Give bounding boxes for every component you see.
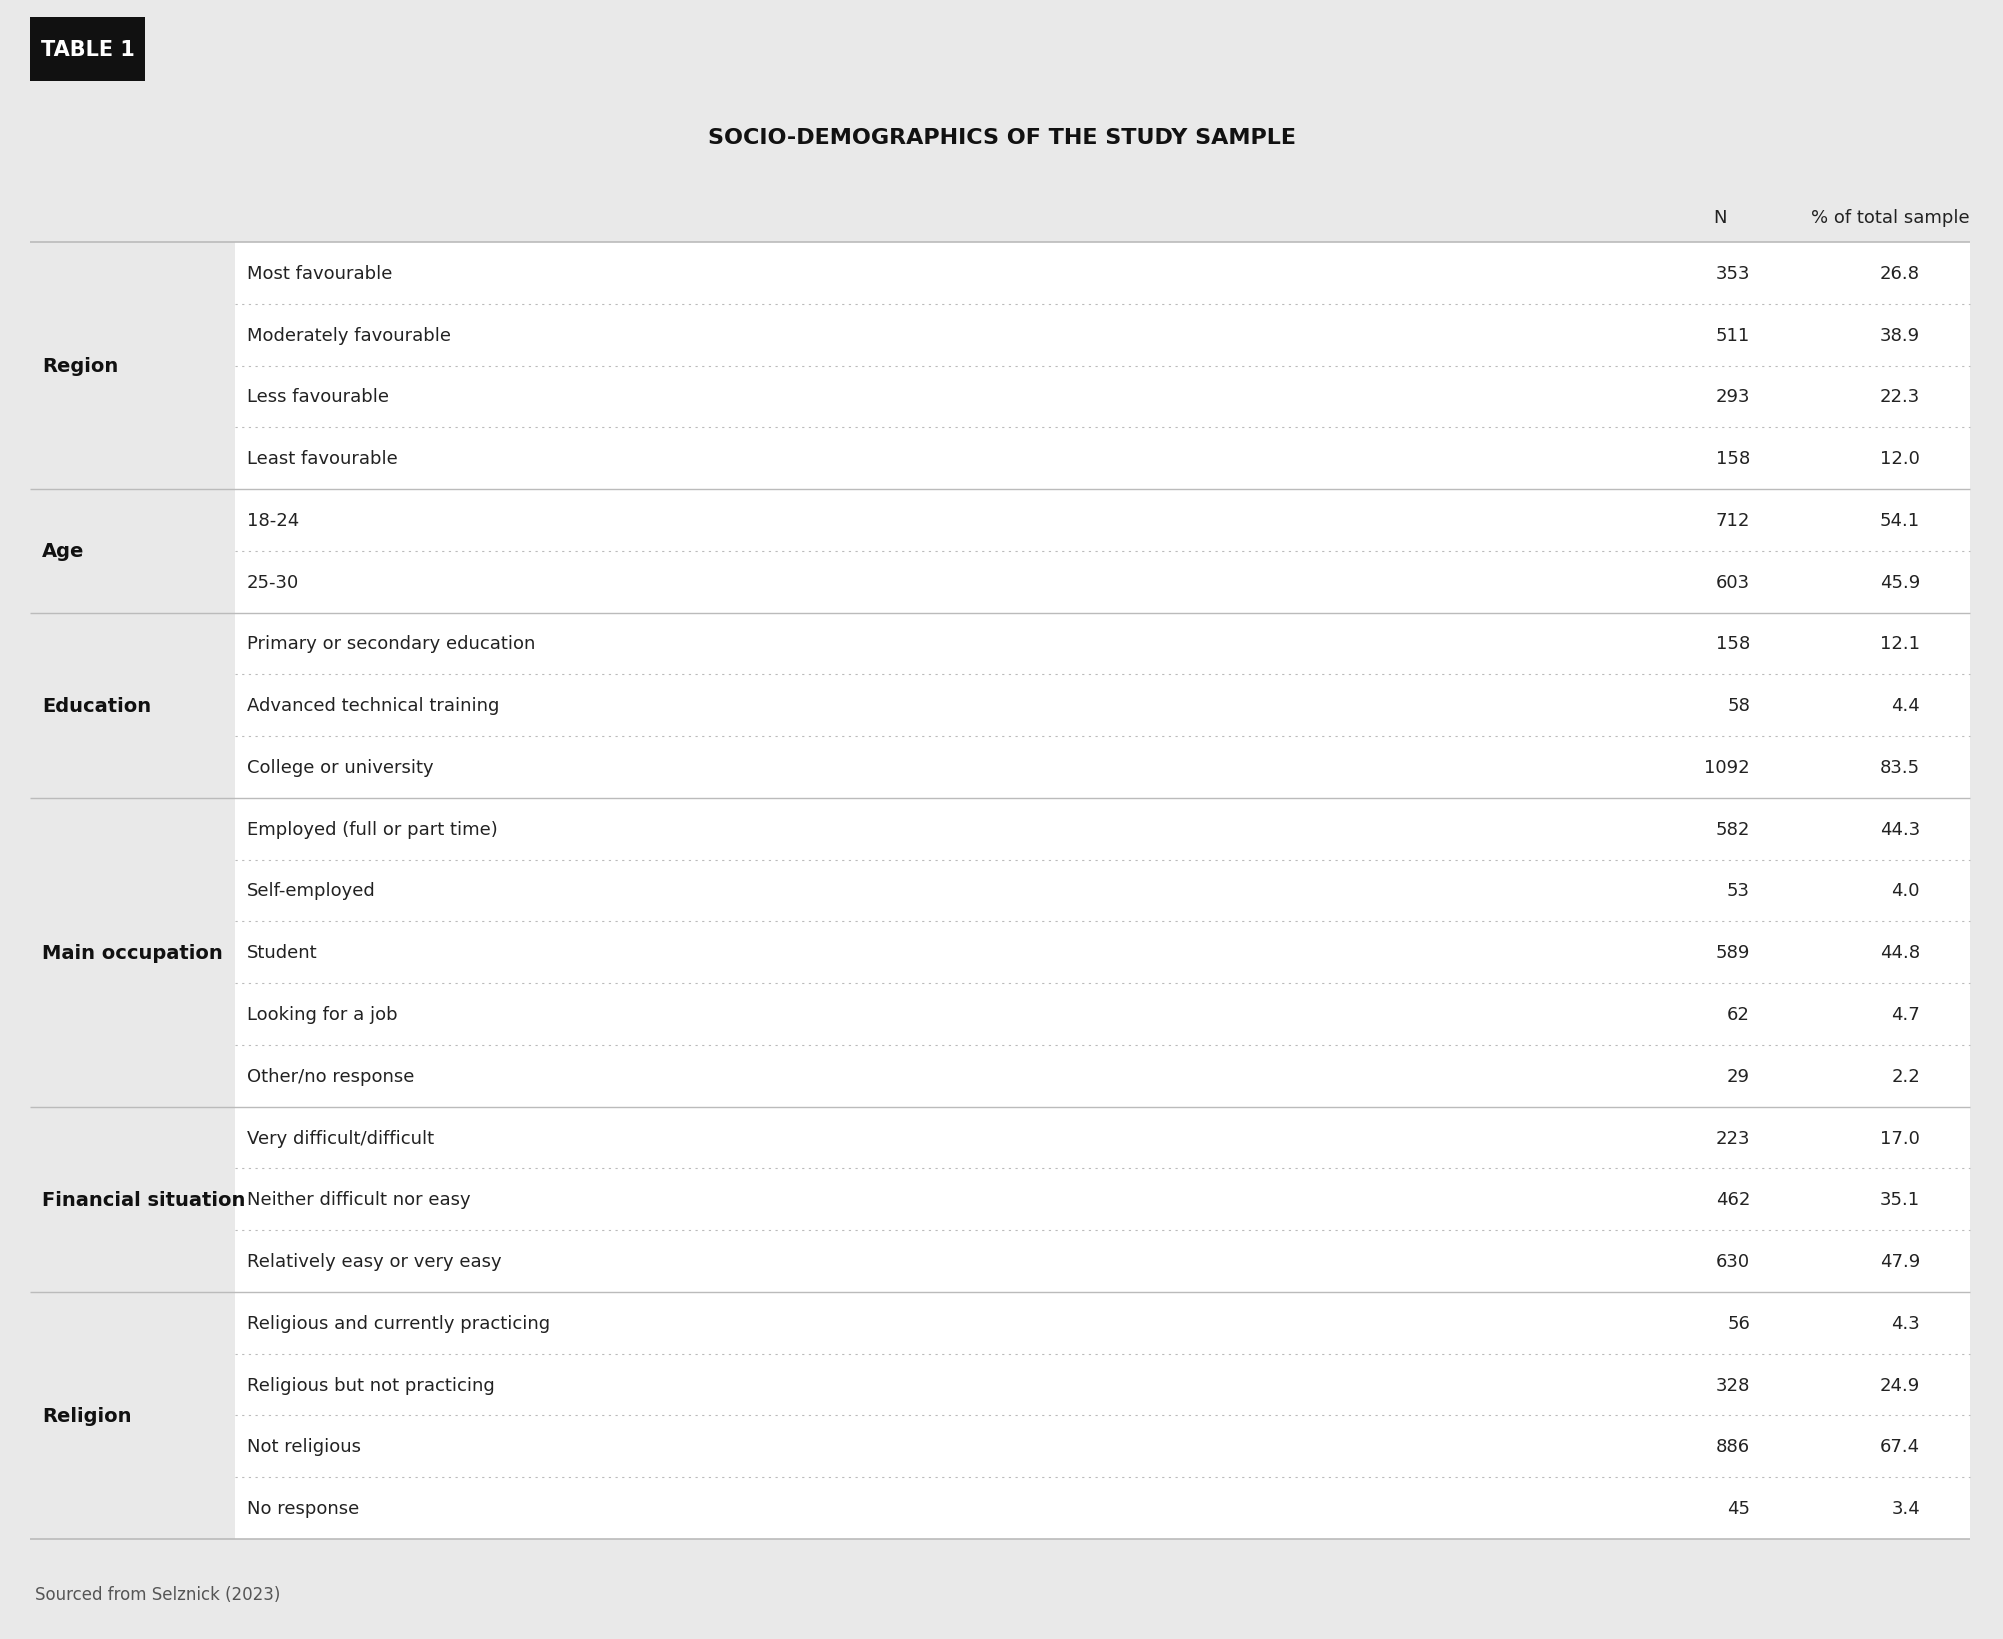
- Text: 886: 886: [1717, 1437, 1751, 1455]
- Text: Least favourable: Least favourable: [246, 449, 399, 467]
- Text: 4.4: 4.4: [1891, 697, 1921, 715]
- Text: 511: 511: [1717, 326, 1751, 344]
- Text: 2.2: 2.2: [1891, 1067, 1921, 1085]
- Bar: [30, 1292, 234, 1539]
- Text: 25-30: 25-30: [246, 574, 298, 592]
- Bar: [30, 613, 234, 798]
- Text: 1092: 1092: [1705, 759, 1751, 777]
- Text: 328: 328: [1717, 1375, 1751, 1393]
- Text: 589: 589: [1717, 944, 1751, 962]
- Bar: [30, 243, 234, 490]
- Text: TABLE 1: TABLE 1: [40, 39, 134, 61]
- Text: 54.1: 54.1: [1881, 511, 1921, 529]
- Text: Student: Student: [246, 944, 318, 962]
- Text: 3.4: 3.4: [1891, 1500, 1921, 1518]
- Text: 223: 223: [1715, 1129, 1751, 1147]
- Text: % of total sample: % of total sample: [1811, 208, 1969, 226]
- Text: Main occupation: Main occupation: [42, 942, 222, 962]
- Text: Less favourable: Less favourable: [246, 388, 389, 406]
- Text: Neither difficult nor easy: Neither difficult nor easy: [246, 1190, 471, 1208]
- Text: 45: 45: [1727, 1500, 1751, 1518]
- Bar: [30, 243, 1971, 1539]
- Text: 18-24: 18-24: [246, 511, 298, 529]
- Text: 630: 630: [1717, 1252, 1751, 1270]
- Text: 17.0: 17.0: [1881, 1129, 1921, 1147]
- Bar: [30, 18, 144, 82]
- Text: 83.5: 83.5: [1881, 759, 1921, 777]
- Text: Religious but not practicing: Religious but not practicing: [246, 1375, 495, 1393]
- Text: Looking for a job: Looking for a job: [246, 1005, 399, 1023]
- Text: Primary or secondary education: Primary or secondary education: [246, 634, 535, 652]
- Text: Other/no response: Other/no response: [246, 1067, 415, 1085]
- Text: 4.3: 4.3: [1891, 1314, 1921, 1333]
- Text: 4.0: 4.0: [1891, 882, 1921, 900]
- Text: 158: 158: [1717, 449, 1751, 467]
- Text: 67.4: 67.4: [1881, 1437, 1921, 1455]
- Text: 35.1: 35.1: [1881, 1190, 1921, 1208]
- Text: 26.8: 26.8: [1881, 266, 1921, 282]
- Text: 44.8: 44.8: [1881, 944, 1921, 962]
- Text: 53: 53: [1727, 882, 1751, 900]
- Text: 24.9: 24.9: [1879, 1375, 1921, 1393]
- Text: 45.9: 45.9: [1879, 574, 1921, 592]
- Text: Sourced from Selznick (2023): Sourced from Selznick (2023): [34, 1585, 280, 1603]
- Text: SOCIO-DEMOGRAPHICS OF THE STUDY SAMPLE: SOCIO-DEMOGRAPHICS OF THE STUDY SAMPLE: [707, 128, 1296, 148]
- Text: 293: 293: [1715, 388, 1751, 406]
- Text: 603: 603: [1717, 574, 1751, 592]
- Text: Religion: Religion: [42, 1406, 132, 1424]
- Text: Not religious: Not religious: [246, 1437, 361, 1455]
- Text: Employed (full or part time): Employed (full or part time): [246, 820, 499, 838]
- Text: Self-employed: Self-employed: [246, 882, 377, 900]
- Text: Moderately favourable: Moderately favourable: [246, 326, 451, 344]
- Bar: [30, 798, 234, 1106]
- Text: Education: Education: [42, 697, 150, 715]
- Text: 12.1: 12.1: [1881, 634, 1921, 652]
- Text: Religious and currently practicing: Religious and currently practicing: [246, 1314, 551, 1333]
- Bar: [30, 1106, 234, 1292]
- Text: 62: 62: [1727, 1005, 1751, 1023]
- Text: Financial situation: Financial situation: [42, 1190, 246, 1210]
- Text: 38.9: 38.9: [1881, 326, 1921, 344]
- Text: 56: 56: [1727, 1314, 1751, 1333]
- Text: Very difficult/difficult: Very difficult/difficult: [246, 1129, 435, 1147]
- Text: Most favourable: Most favourable: [246, 266, 393, 282]
- Text: 44.3: 44.3: [1879, 820, 1921, 838]
- Text: 58: 58: [1727, 697, 1751, 715]
- Text: N: N: [1713, 208, 1727, 226]
- Text: 462: 462: [1717, 1190, 1751, 1208]
- Text: 12.0: 12.0: [1881, 449, 1921, 467]
- Text: Region: Region: [42, 357, 118, 375]
- Text: 22.3: 22.3: [1879, 388, 1921, 406]
- Text: Age: Age: [42, 543, 84, 561]
- Text: College or university: College or university: [246, 759, 433, 777]
- Text: 582: 582: [1717, 820, 1751, 838]
- Text: No response: No response: [246, 1500, 359, 1518]
- Text: Relatively easy or very easy: Relatively easy or very easy: [246, 1252, 501, 1270]
- Bar: [30, 490, 234, 613]
- Text: 47.9: 47.9: [1879, 1252, 1921, 1270]
- Text: 353: 353: [1715, 266, 1751, 282]
- Text: 4.7: 4.7: [1891, 1005, 1921, 1023]
- Text: 712: 712: [1717, 511, 1751, 529]
- Text: 158: 158: [1717, 634, 1751, 652]
- Text: Advanced technical training: Advanced technical training: [246, 697, 499, 715]
- Text: 29: 29: [1727, 1067, 1751, 1085]
